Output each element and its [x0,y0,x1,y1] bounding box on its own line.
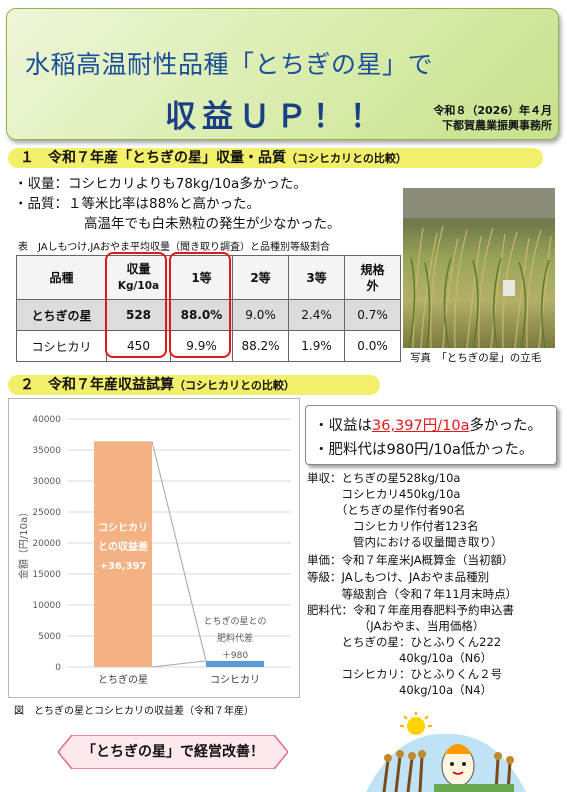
bar-annotation: コシヒカリ [98,522,148,534]
table-cell: 0.0% [344,330,401,362]
y-tick-label: 25000 [32,508,61,518]
header-variety: 品種 [16,255,107,300]
x-category-label: とちぎの星 [98,673,148,686]
banner-text: 「とちぎの星」で経営改善！ [82,744,264,760]
detail-line: 等級割合（令和７年11月末時点） [307,587,518,601]
y-axis-label: 金額（円/10a） [17,507,30,579]
detail-line: 単収：とちぎの星528kg/10a [307,471,461,485]
detail-line: 等級：JAしもつけ、JAおやま品種別 [307,570,490,584]
header-grade2: 2等 [232,255,289,300]
detail-line: （とちぎの星作付者90名 [307,503,466,517]
detail-line: とちぎの星：ひとふりくん222 [307,635,502,649]
table-cell: 0.7% [344,299,401,331]
table-row: とちぎの星 528 88.0% 9.0% 2.4% 0.7% [16,299,401,331]
y-tick-label: 30000 [32,477,61,487]
bar [94,441,152,667]
title-line2: 収益ＵＰ！！ [165,99,387,135]
bar-annotation: 肥料代差 [217,632,253,644]
table-cell: とちぎの星 [16,299,107,331]
y-tick-label: 0 [55,663,61,673]
yield-bullet: ・収量：コシヒカリよりも78kg/10a多かった。 [14,176,307,192]
header-grade3: 3等 [288,255,345,300]
detail-line: コシヒカリ450kg/10a [307,487,461,501]
section1-heading: １ 令和７年産「とちぎの星」収量・品質（コシヒカリとの比較） [8,148,543,168]
bar-annotation: との収益差 [98,540,148,553]
title-line1: 水稲高温耐性品種「とちぎの星」で [25,50,434,79]
mascot-illustration [366,712,526,792]
result-summary-box: ・収益は36,397円/10a多かった。 ・肥料代は980円/10a低かった。 [305,405,557,465]
profit-chart-svg: 0 5000 10000 15000 20000 25000 30000 35000 40000… [17,415,291,686]
issue-date: 令和８（2026）年４月 [433,104,552,117]
banner-shape [58,735,288,769]
table-cell: コシヒカリ [16,330,107,362]
table-cell: 88.2% [232,330,289,362]
y-tick-label: 10000 [32,601,61,611]
bar-annotation: とちぎの星との [204,615,267,627]
detail-line: 管内における収量聞き取り） [307,535,503,549]
y-tick-label: 20000 [32,539,61,549]
table-cell: 2.4% [288,299,345,331]
quality-bullet: ・品質：１等米比率は88%と高かった。 [14,196,261,212]
figure-caption: 図 とちぎの星とコシヒカリの収益差（令和７年産） [14,706,254,717]
bar-annotation: +36,397 [100,561,147,572]
section2-heading: ２ 令和７年産収益試算（コシヒカリとの比較） [8,375,380,395]
highlight-grade1-column [169,252,231,358]
detail-line: コシヒカリ：ひとふりくん２号 [307,667,503,681]
profit-result: ・収益は36,397円/10a多かった。 [314,418,542,434]
table-cell: 88.0% [170,299,233,331]
highlight-yield-column [105,252,167,358]
y-tick-label: 35000 [32,446,61,456]
issuing-office: 下都賀農業振興事務所 [442,119,552,132]
fertilizer-result: ・肥料代は980円/10a低かった。 [314,442,534,458]
detail-line: コシヒカリ作付者123名 [307,519,479,533]
connector-line [151,660,207,668]
quality-bullet-cont: 高温年でも白未熟粒の発生が少なかった。 [84,216,341,232]
table-cell: 9.0% [232,299,289,331]
banner: 「とちぎの星」で経営改善！ [58,735,288,769]
detail-line: 40kg/10a（N4） [307,683,493,697]
connector-line [151,441,207,662]
detail-line: 肥料代：令和７年産用春肥料予約申込書 [307,603,514,617]
detail-line: 単価：令和７年産米JA概算金（当初額） [307,553,514,567]
header-grade1: 1等 [170,255,233,300]
y-tick-label: 40000 [32,415,61,425]
bar-annotation: ＋980 [222,650,248,661]
rice-field-photo [403,188,555,348]
issue-info: 令和８（2026）年４月 下都賀農業振興事務所 [422,103,552,133]
detail-line: 40kg/10a（N6） [307,651,493,665]
table-caption: 表 JAしもつけ,JAおやま平均収量（聞き取り調査）と品種別等級割合 [18,242,331,253]
header-panel: 水稲高温耐性品種「とちぎの星」で 収益ＵＰ！！ 令和８（2026）年４月 下都賀… [6,8,559,140]
detail-line: （JAおやま、当用価格） [307,619,485,633]
y-tick-label: 15000 [32,570,61,580]
header-substandard: 規格外 [344,255,401,300]
bar [206,660,264,667]
profit-chart: 0 5000 10000 15000 20000 25000 30000 35000 40000… [8,398,300,698]
y-tick-label: 5000 [38,632,61,642]
x-category-label: コシヒカリ [210,674,260,686]
photo-caption: 写真 「とちぎの星」の立毛 [410,352,542,364]
rice-plants-image [403,188,555,348]
table-cell: 1.9% [288,330,345,362]
